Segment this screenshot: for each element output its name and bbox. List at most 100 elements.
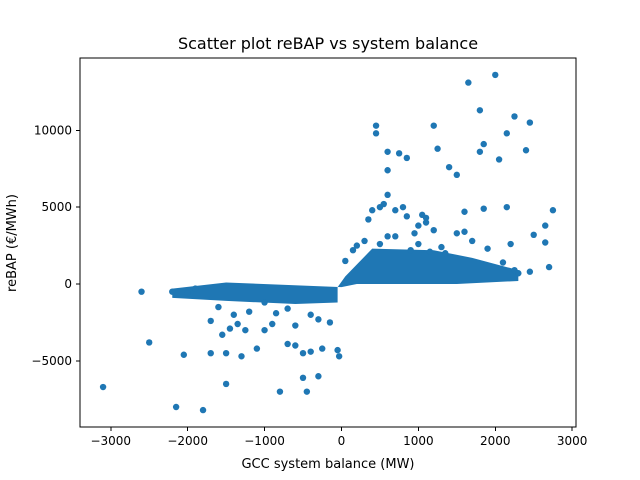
data-point	[495, 156, 503, 163]
x-tick-label: 3000	[557, 434, 588, 448]
y-tick-label: 5000	[41, 200, 72, 214]
data-point	[365, 216, 372, 223]
data-point	[276, 388, 284, 395]
data-point	[445, 163, 453, 171]
x-tick-label: −3000	[90, 434, 131, 448]
data-point	[234, 320, 241, 328]
data-point	[349, 246, 357, 254]
data-point	[403, 213, 411, 220]
data-point	[422, 219, 430, 226]
data-point	[326, 319, 334, 326]
data-point	[226, 325, 234, 332]
data-point	[184, 290, 191, 297]
data-point	[284, 340, 291, 348]
data-point	[422, 214, 430, 222]
data-point	[384, 167, 391, 174]
data-point	[530, 231, 537, 239]
plot-frame	[79, 57, 577, 428]
data-point	[376, 203, 384, 211]
data-point	[238, 353, 245, 360]
dense-point-cloud	[172, 248, 519, 304]
y-tick-label: −5000	[31, 354, 72, 368]
y-axis-ticks: −5000 0 5000 10000	[31, 123, 80, 368]
data-point	[549, 207, 557, 214]
data-point	[415, 222, 422, 229]
data-point	[453, 230, 461, 237]
data-point	[138, 288, 145, 295]
data-point	[372, 122, 380, 129]
data-point	[480, 205, 487, 212]
data-point	[207, 317, 214, 325]
x-tick-label: −2000	[167, 434, 208, 448]
data-point	[430, 227, 437, 234]
data-point	[384, 148, 391, 155]
data-point	[292, 322, 299, 329]
data-point	[307, 311, 314, 318]
data-point	[372, 130, 380, 137]
data-point	[353, 242, 361, 249]
data-point	[453, 171, 461, 179]
data-point	[384, 191, 391, 199]
data-point	[261, 299, 268, 306]
data-point	[511, 113, 518, 120]
data-point	[461, 228, 468, 235]
data-point	[334, 346, 341, 354]
data-point	[219, 331, 226, 338]
data-point	[399, 203, 407, 211]
data-point	[284, 305, 291, 312]
data-point	[461, 208, 468, 215]
data-point	[522, 147, 530, 154]
data-point	[299, 350, 307, 357]
data-point	[222, 380, 230, 388]
data-point	[542, 239, 549, 246]
data-point	[272, 310, 280, 317]
data-point	[434, 145, 441, 152]
data-point	[542, 222, 549, 229]
data-point	[476, 107, 484, 114]
data-point	[245, 308, 253, 315]
data-point	[415, 240, 422, 248]
data-point	[199, 406, 207, 414]
data-point	[230, 311, 237, 318]
axes-layer	[79, 57, 577, 428]
data-point	[269, 320, 276, 328]
data-point	[169, 288, 176, 295]
data-point	[99, 383, 107, 391]
x-axis-label: GCC system balance (MW)	[241, 457, 414, 472]
data-point	[503, 130, 510, 137]
data-point	[215, 303, 222, 311]
data-point	[342, 257, 349, 265]
data-point	[403, 154, 411, 162]
points-layer	[99, 71, 557, 414]
data-point	[292, 342, 299, 349]
data-point	[526, 119, 534, 126]
data-point	[515, 270, 522, 277]
data-point	[407, 246, 414, 254]
data-point	[442, 250, 449, 257]
data-point	[476, 148, 484, 155]
data-point	[465, 79, 472, 86]
data-point	[392, 233, 399, 240]
data-point	[172, 403, 180, 411]
x-tick-label: 1000	[403, 434, 434, 448]
data-point	[468, 237, 476, 245]
data-point	[507, 240, 514, 248]
x-tick-label: 2000	[480, 434, 511, 448]
data-point	[426, 248, 434, 255]
data-point	[261, 326, 268, 334]
data-point	[315, 373, 322, 380]
data-point	[192, 285, 199, 292]
data-point	[376, 240, 384, 248]
data-point	[180, 351, 188, 358]
y-tick-label: 0	[64, 277, 72, 291]
data-point	[307, 348, 314, 355]
data-point	[503, 203, 510, 211]
data-point	[361, 237, 368, 245]
data-point	[222, 350, 230, 357]
data-point	[484, 245, 491, 252]
data-point	[242, 326, 249, 334]
data-point	[411, 230, 418, 237]
x-tick-label: −1000	[244, 434, 285, 448]
